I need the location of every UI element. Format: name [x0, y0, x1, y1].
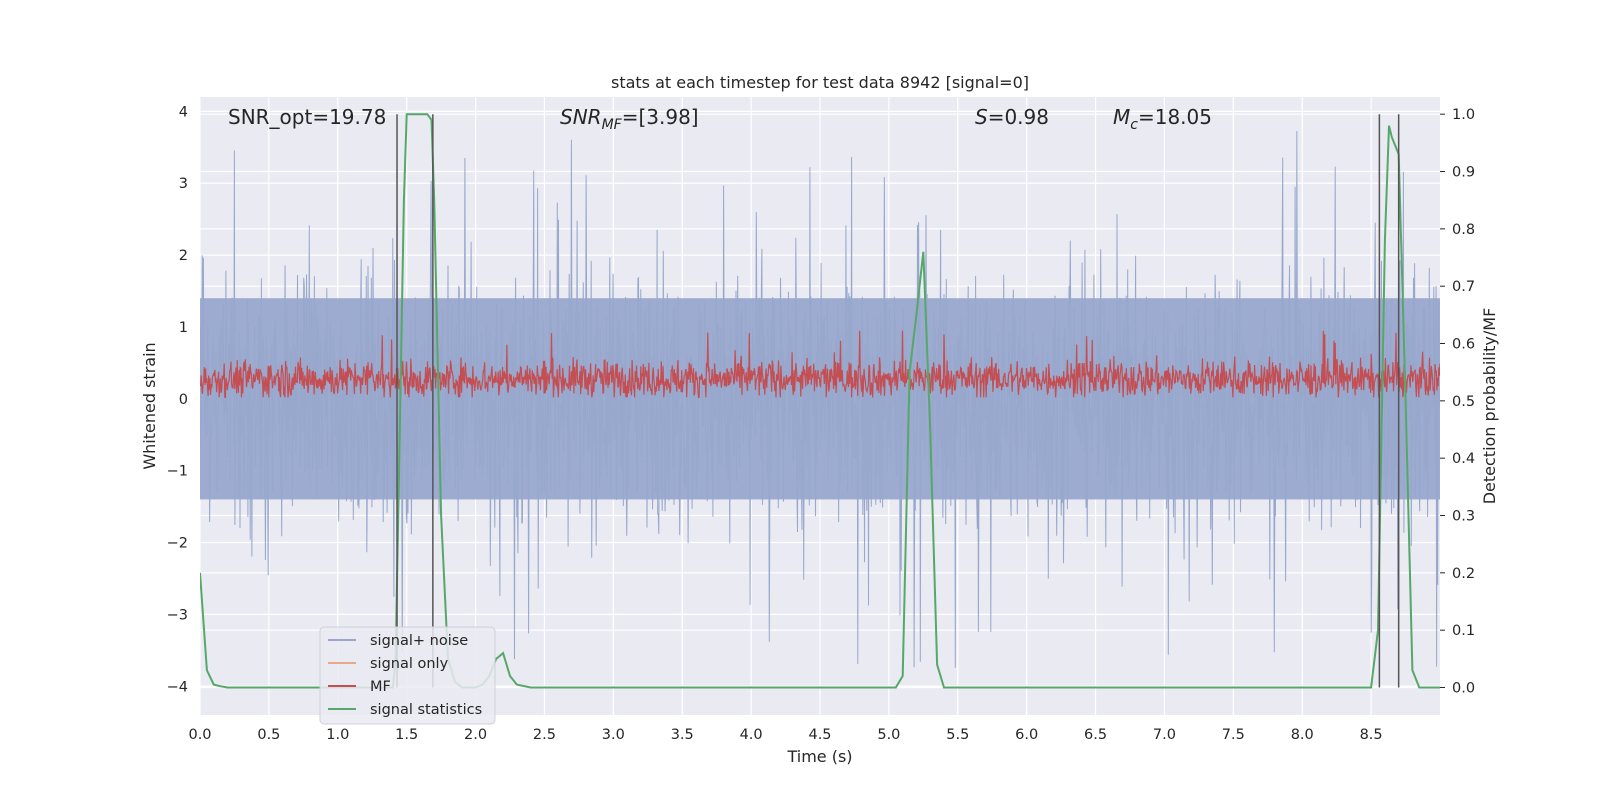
x-tick-label: 4.0 [740, 727, 763, 743]
annotation-mc: Mc=18.05 [1113, 105, 1212, 133]
annotation-mc-subscript: c [1130, 117, 1138, 133]
annotation-snr-mf: SNRMF=[3.98] [560, 105, 699, 133]
x-tick-label: 5.5 [946, 727, 969, 743]
y-tick-label-right: 0.7 [1452, 279, 1475, 295]
x-tick-label: 2.5 [533, 727, 556, 743]
x-tick-label: 6.5 [1084, 727, 1107, 743]
x-tick-label: 6.0 [1015, 727, 1038, 743]
annotation-snr-mf-subscript: MF [602, 117, 623, 133]
y-tick-label-right: 0.4 [1452, 451, 1475, 467]
y-axis-label-right: Detection probability/MF [1480, 308, 1499, 505]
legend-label-signal-noise: signal+ noise [370, 633, 468, 649]
y-tick-label-right: 0.9 [1452, 165, 1475, 181]
legend-box [319, 626, 496, 725]
y-tick-label-left: −1 [167, 464, 188, 480]
annotation-snr-mf-symbol: SNR [560, 105, 602, 129]
x-tick-label: 2.0 [464, 727, 487, 743]
annotation-s: S=0.98 [975, 105, 1049, 129]
y-tick-label-left: 0 [179, 392, 188, 408]
x-tick-label: 3.5 [671, 727, 694, 743]
x-tick-label: 5.0 [877, 727, 900, 743]
y-tick-label-left: −4 [167, 679, 188, 695]
y-tick-label-right: 0.5 [1452, 394, 1475, 410]
y-tick-label-right: 0.3 [1452, 508, 1475, 524]
series-mf [200, 330, 1440, 399]
y-tick-label-left: −2 [167, 536, 188, 552]
annotation-mc-value: =18.05 [1138, 105, 1212, 129]
x-tick-label: 0.0 [188, 727, 211, 743]
x-tick-label: 0.5 [257, 727, 280, 743]
series-signal-statistics [200, 113, 1440, 689]
x-tick-label: 7.5 [1222, 727, 1245, 743]
legend-label-signal-only: signal only [370, 656, 449, 672]
y-tick-label-right: 0.1 [1452, 623, 1475, 639]
data-layer [200, 113, 1440, 689]
annotation-s-value: =0.98 [988, 105, 1049, 129]
x-tick-label: 3.0 [602, 727, 625, 743]
legend: signal+ noise signal only MF signal stat… [319, 626, 496, 725]
x-tick-label: 7.0 [1153, 727, 1176, 743]
annotation-snr-mf-value: =[3.98] [622, 105, 699, 129]
x-tick-label: 4.5 [808, 727, 831, 743]
tick-labels: 0.0 0.5 1.0 1.5 2.0 2.5 3.0 3.5 4.0 4.5 5.0 5.5 6.0 6… [167, 104, 1475, 743]
y-tick-label-left: −3 [167, 607, 188, 623]
y-tick-label-right: 0.0 [1452, 680, 1475, 696]
y-tick-label-right: 0.2 [1452, 566, 1475, 582]
x-axis-label: Time (s) [786, 747, 852, 766]
x-tick-label: 8.0 [1291, 727, 1314, 743]
y-tick-label-left: 3 [179, 176, 188, 192]
y-tick-label-right: 1.0 [1452, 107, 1475, 123]
y-tick-label-left: 2 [179, 248, 188, 264]
legend-label-signal-statistics: signal statistics [370, 702, 482, 718]
y-axis-label-left: Whitened strain [140, 342, 159, 469]
chart-title: stats at each timestep for test data 894… [611, 73, 1029, 92]
y-tick-label-left: 4 [179, 104, 188, 120]
y-tick-label-left: 1 [179, 320, 188, 336]
series-signal-noise [200, 130, 1440, 668]
annotation-mc-symbol: M [1113, 105, 1130, 129]
x-tick-label: 1.0 [326, 727, 349, 743]
legend-label-mf: MF [370, 679, 391, 695]
annotation-s-symbol: S [975, 105, 988, 129]
y-tick-label-right: 0.8 [1452, 222, 1475, 238]
x-tick-label: 8.5 [1360, 727, 1383, 743]
annotation-snr-opt: SNR_opt=19.78 [228, 105, 386, 129]
x-tick-label: 1.5 [395, 727, 418, 743]
marker-lines [396, 114, 1400, 688]
y-tick-label-right: 0.6 [1452, 337, 1475, 353]
